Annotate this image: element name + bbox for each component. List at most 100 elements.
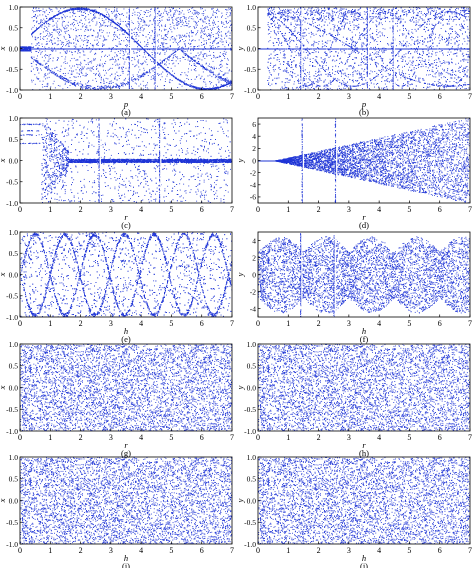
scatter-point — [20, 50, 22, 52]
scatter-point — [225, 78, 227, 80]
scatter-point — [45, 62, 47, 64]
scatter-point — [164, 58, 166, 60]
scatter-point — [166, 35, 167, 37]
scatter-point — [199, 19, 201, 20]
scatter-point — [133, 39, 135, 41]
scatter-point — [34, 11, 36, 12]
scatter-point — [84, 54, 86, 56]
scatter-point — [214, 21, 215, 23]
scatter-point — [184, 48, 186, 50]
scatter-point — [212, 87, 214, 89]
scatter-point — [112, 21, 114, 23]
scatter-point — [133, 78, 135, 79]
scatter-point — [108, 16, 110, 18]
scatter-point — [165, 34, 167, 35]
scatter-point — [213, 41, 215, 43]
scatter-point — [77, 10, 79, 12]
scatter-point — [143, 28, 145, 30]
scatter-point — [68, 34, 70, 36]
scatter-point — [167, 57, 168, 59]
scatter-point — [126, 83, 127, 84]
scatter-point — [49, 24, 51, 25]
scatter-point — [64, 83, 66, 85]
scatter-point — [212, 72, 214, 74]
scatter-point — [220, 67, 222, 68]
scatter-point — [197, 11, 198, 13]
scatter-point — [147, 42, 149, 43]
scatter-point — [114, 61, 116, 63]
scatter-point — [228, 30, 230, 32]
scatter-point — [61, 76, 63, 77]
scatter-point — [144, 41, 146, 43]
scatter-point — [78, 8, 80, 9]
scatter-point — [158, 74, 159, 76]
scatter-point — [205, 68, 207, 70]
scatter-point — [29, 47, 31, 49]
scatter-point — [153, 40, 155, 42]
scatter-point — [222, 41, 224, 43]
scatter-point — [169, 55, 171, 57]
scatter-point — [127, 44, 128, 46]
scatter-point — [162, 48, 163, 50]
scatter-point — [172, 21, 173, 23]
scatter-point — [133, 57, 135, 59]
scatter-point — [190, 85, 192, 87]
scatter-point — [92, 88, 94, 90]
scatter-point — [143, 76, 145, 77]
scatter-point — [71, 58, 73, 59]
scatter-point — [225, 33, 226, 35]
scatter-point — [43, 48, 45, 50]
scatter-point — [105, 60, 107, 62]
scatter-point — [81, 69, 83, 71]
scatter-point — [216, 87, 218, 89]
scatter-point — [229, 9, 231, 10]
scatter-point — [125, 24, 127, 26]
scatter-point — [213, 56, 215, 58]
scatter-point — [131, 85, 132, 87]
scatter-point — [165, 43, 167, 45]
scatter-point — [179, 8, 181, 9]
scatter-point — [124, 83, 126, 84]
scatter-point — [206, 43, 207, 45]
scatter-point — [168, 16, 170, 18]
scatter-point — [149, 72, 151, 74]
scatter-point — [202, 67, 204, 69]
scatter-point — [73, 70, 74, 72]
scatter-point — [28, 48, 30, 49]
scatter-point — [59, 75, 61, 77]
scatter-point — [125, 84, 126, 86]
scatter-point — [74, 8, 76, 10]
scatter-point — [189, 16, 191, 18]
scatter-point — [52, 21, 54, 22]
scatter-point — [182, 47, 184, 49]
scatter-point — [92, 18, 93, 20]
scatter-point — [109, 67, 111, 69]
scatter-point — [149, 11, 151, 13]
scatter-point — [116, 85, 117, 87]
scatter-point — [85, 29, 86, 30]
scatter-point — [135, 35, 137, 37]
scatter-point — [71, 8, 73, 10]
scatter-point — [67, 87, 69, 88]
scatter-point — [23, 46, 25, 48]
scatter-point — [89, 21, 91, 23]
scatter-point — [210, 36, 212, 38]
scatter-point — [225, 80, 227, 82]
scatter-point — [33, 48, 35, 50]
scatter-point — [28, 46, 29, 48]
scatter-point — [230, 20, 232, 22]
scatter-point — [141, 76, 143, 77]
scatter-point — [52, 72, 54, 73]
scatter-point — [56, 27, 58, 28]
scatter-point — [38, 37, 39, 39]
scatter-point — [56, 74, 58, 76]
scatter-point — [182, 51, 184, 53]
scatter-point — [47, 69, 48, 71]
scatter-point — [27, 48, 28, 49]
scatter-point — [165, 26, 166, 27]
scatter-point — [224, 72, 226, 74]
scatter-point — [116, 13, 117, 15]
scatter-point — [127, 33, 129, 35]
scatter-point — [214, 40, 215, 42]
scatter-point — [217, 77, 219, 79]
